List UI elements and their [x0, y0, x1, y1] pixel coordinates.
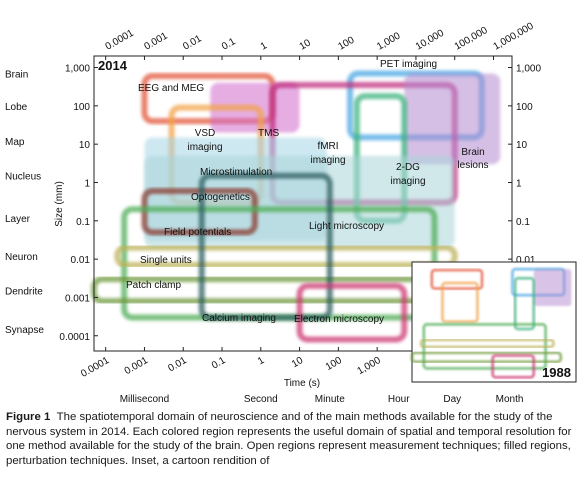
y-tick-label-left: 0.001	[65, 293, 90, 304]
x-tick-label-bottom: 100	[324, 355, 344, 373]
label-microstimulation: Microstimulation	[200, 167, 272, 178]
y-tick-label-left: 0.1	[76, 217, 90, 228]
x-tick-label-top: 0.1	[220, 36, 238, 53]
inset-1988: 1988	[410, 261, 577, 383]
inset-region-electron-microscopy	[491, 354, 535, 379]
inset-year-label: 1988	[542, 365, 571, 380]
y-tick-label-right: 0.01	[516, 255, 536, 266]
level-synapse: Synapse	[5, 325, 44, 336]
label-pet-imaging: PET imaging	[380, 59, 437, 70]
x-tick-label-top: 10,000	[414, 28, 446, 53]
region-electron-microscopy	[296, 282, 408, 343]
label-field-potentials: Field potentials	[164, 227, 231, 238]
label-vsd-imaging: VSD imaging	[187, 128, 222, 153]
x-tick-label-bottom: 0.001	[123, 355, 151, 377]
y-tick-label-left: 100	[73, 102, 90, 113]
x-tick-label-bottom: 0.1	[210, 355, 228, 372]
y-tick-label-right: 1,000	[516, 64, 541, 75]
x-tick-label-bottom: 0.0001	[79, 355, 111, 380]
label-electron-microscopy: Electron microscopy	[294, 314, 384, 325]
x-tick-label-top: 100	[336, 35, 356, 53]
label-light-microscopy: Light microscopy	[309, 221, 384, 232]
x-axis-label: Time (s)	[284, 378, 320, 389]
inset-regions	[410, 267, 572, 379]
caption-text: The spatiotemporal domain of neuroscienc…	[6, 411, 572, 467]
label-brain-lesions: Brain lesions	[457, 147, 488, 171]
y-tick-label-left: 1,000	[65, 64, 90, 75]
time-word-minute: Minute	[315, 394, 345, 405]
inset-region-patch-clamp	[410, 351, 563, 363]
label-single-units: Single units	[140, 255, 192, 266]
figure-caption: Figure 1 The spatiotemporal domain of ne…	[6, 410, 578, 468]
label-optogenetics: Optogenetics	[191, 192, 250, 203]
level-dendrite: Dendrite	[5, 287, 43, 298]
label-tms: TMS	[258, 128, 279, 139]
x-tick-label-bottom: 1,000	[355, 355, 383, 377]
year-label: 2014	[98, 58, 128, 73]
label-calcium-imaging: Calcium imaging	[202, 313, 276, 324]
time-word-hour: Hour	[388, 394, 410, 405]
x-tick-label-bottom: 10	[290, 355, 306, 370]
region-brain-lesions	[404, 73, 501, 165]
y-tick-label-left: 0.01	[71, 255, 91, 266]
x-tick-label-top: 100,000	[453, 25, 490, 53]
level-layer: Layer	[5, 214, 31, 225]
label-fmri-imaging: fMRI imaging	[310, 141, 345, 166]
region-labels: EEG and MEG TMS VSD imaging PET imaging fMRI i…	[126, 59, 489, 325]
x-tick-label-top: 0.01	[181, 33, 204, 52]
x-tick-label-top: 1,000,000	[491, 21, 535, 53]
region-single-units	[114, 244, 458, 269]
spatiotemporal-chart: 0.0001 0.001 0.01 0.1 1 10 100 1,000 10,000 100,0…	[5, 21, 577, 405]
x-tick-label-top: 10	[298, 37, 314, 52]
y-tick-label-right: 1	[516, 178, 522, 189]
y-tick-label-left: 1	[84, 178, 90, 189]
level-brain: Brain	[5, 69, 28, 80]
x-tick-label-top: 0.001	[142, 30, 170, 52]
inset-region-single-units	[419, 338, 555, 349]
x-tick-label-bottom: 0.01	[166, 355, 189, 374]
inset-region-2-dg-imaging	[513, 277, 535, 331]
time-word-second: Second	[244, 394, 278, 405]
time-word-day: Day	[443, 394, 461, 405]
level-nucleus: Nucleus	[5, 172, 41, 183]
label-eeg-and-meg: EEG and MEG	[138, 83, 204, 94]
inset-region-brain-lesions	[533, 269, 572, 307]
caption-label: Figure 1	[6, 411, 51, 423]
y-axis-label: Size (mm)	[54, 181, 65, 227]
plot-frame	[93, 55, 513, 352]
level-lobe: Lobe	[5, 102, 28, 113]
x-tick-label-bottom: 1	[256, 355, 267, 368]
y-tick-label-right: 10	[516, 140, 528, 151]
x-tick-label-top: 1	[259, 40, 270, 53]
level-neuron: Neuron	[5, 252, 38, 263]
y-tick-label-left: 10	[79, 140, 91, 151]
x-tick-label-top: 0.0001	[104, 28, 136, 53]
y-tick-label-right: 0.1	[516, 217, 530, 228]
label-patch-clamp: Patch clamp	[126, 280, 181, 291]
y-tick-label-left: 0.0001	[59, 332, 90, 343]
y-tick-label-right: 100	[516, 102, 533, 113]
level-map: Map	[5, 137, 25, 148]
inset-region-eeg-and-meg	[430, 268, 484, 290]
region-calcium-imaging	[198, 172, 333, 321]
label-2-dg-imaging: 2-DG imaging	[390, 162, 425, 187]
time-word-millisecond: Millisecond	[120, 394, 169, 405]
inset-region-vsd-imaging	[441, 281, 479, 323]
x-tick-label-top: 1,000	[375, 30, 403, 52]
time-word-month: Month	[496, 394, 524, 405]
